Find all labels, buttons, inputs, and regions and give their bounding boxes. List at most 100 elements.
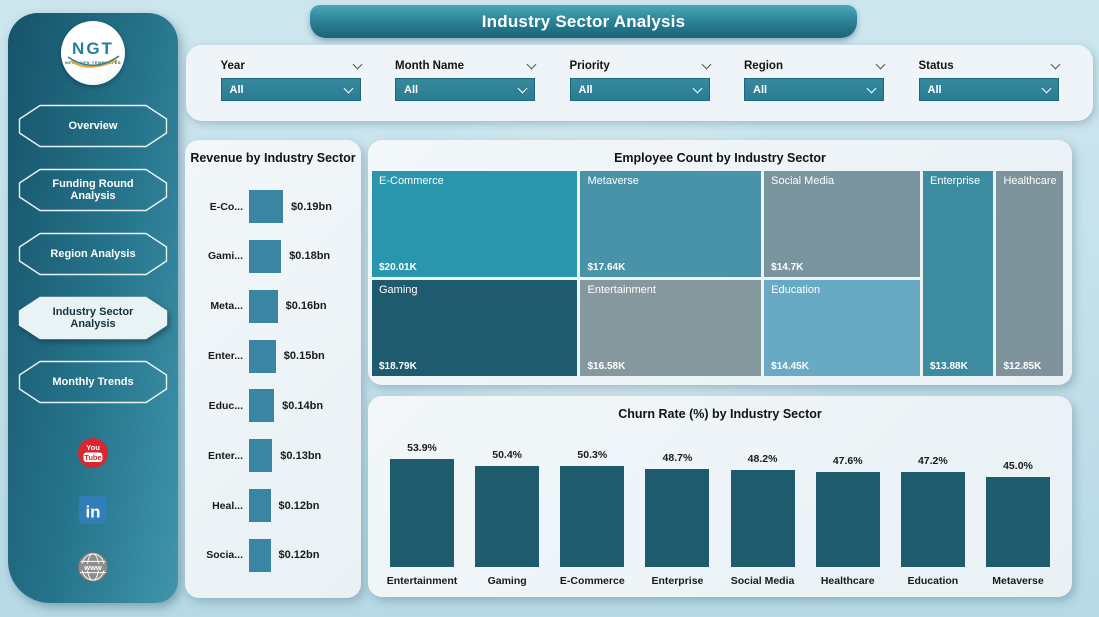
revenue-chart: E-Co... $0.19bn Gami... $0.18bn Meta... $0.16… xyxy=(195,190,355,572)
filter-year-dropdown[interactable]: All xyxy=(220,78,361,101)
treemap-cell-label: Entertainment xyxy=(587,283,656,296)
churn-bar-metaverse[interactable] xyxy=(985,476,1050,567)
revenue-value-label: $0.16bn xyxy=(285,300,327,313)
sidebar-item-industry-sector-analysis[interactable]: Industry Sector Analysis xyxy=(18,296,168,340)
treemap-cell-value: $14.45K xyxy=(771,360,809,372)
revenue-category-label: Enter... xyxy=(207,350,243,363)
treemap-title: Employee Count by Industry Sector xyxy=(614,151,826,165)
revenue-bar-educ[interactable] xyxy=(249,389,275,423)
revenue-row: Meta... $0.16bn xyxy=(195,289,355,323)
chevron-down-icon xyxy=(1041,83,1051,93)
filter-label-row: Month Name xyxy=(395,59,537,72)
sidebar-item-region-analysis[interactable]: Region Analysis xyxy=(18,232,168,276)
churn-chart: 53.9% Entertainment 50.4% Gaming 50.3% E-Comm… xyxy=(387,430,1050,589)
filter-month-name-dropdown[interactable]: All xyxy=(395,78,535,101)
treemap-cell-social-media[interactable]: Social Media $14.7K xyxy=(764,171,920,277)
treemap-cell-enterprise[interactable]: Enterprise $13.88K xyxy=(923,171,994,376)
churn-chart-title: Churn Rate (%) by Industry Sector xyxy=(618,407,822,421)
treemap-cell-label: Healthcare xyxy=(1003,175,1057,187)
filter-bar: Year All Month Name All Priority All Region All… xyxy=(186,45,1093,121)
filter-label: Year xyxy=(220,60,245,72)
filter-region-dropdown[interactable]: All xyxy=(744,78,884,101)
chevron-down-icon xyxy=(692,83,702,93)
filter-priority-dropdown[interactable]: All xyxy=(569,78,710,101)
churn-column: 50.4% Gaming xyxy=(475,449,540,589)
churn-bar-e-commerce[interactable] xyxy=(560,466,625,567)
website-icon[interactable]: www xyxy=(77,551,109,583)
page-title-banner: Industry Sector Analysis xyxy=(310,5,857,38)
filter-status: Status All xyxy=(918,59,1060,101)
filter-status-dropdown[interactable]: All xyxy=(918,78,1059,101)
filter-label-row: Status xyxy=(918,59,1060,72)
revenue-category-label: Heal... xyxy=(212,499,243,512)
chevron-down-icon xyxy=(866,83,877,93)
revenue-bar-enter[interactable] xyxy=(249,339,276,373)
churn-value-label: 48.7% xyxy=(662,452,693,465)
sidebar-item-label: Industry Sector Analysis xyxy=(52,306,134,330)
treemap-cell-label: Education xyxy=(771,283,821,296)
treemap-cell-value: $16.58K xyxy=(587,360,626,372)
filter-label: Status xyxy=(918,60,954,72)
filter-label: Priority xyxy=(569,60,610,72)
treemap-cell-metaverse[interactable]: Metaverse $17.64K xyxy=(580,171,762,277)
treemap-cell-healthcare[interactable]: Healthcare $12.85K xyxy=(996,171,1063,376)
churn-column: 53.9% Entertainment xyxy=(387,442,458,589)
octagon-shape xyxy=(18,232,168,276)
revenue-bar-heal[interactable] xyxy=(249,489,271,523)
filter-label-row: Priority xyxy=(569,59,711,72)
sidebar-item-label: Monthly Trends xyxy=(52,376,134,388)
filter-month-name: Month Name All xyxy=(395,59,537,101)
chevron-down-icon[interactable] xyxy=(526,59,537,70)
revenue-category-label: Enter... xyxy=(207,449,243,462)
filter-label: Month Name xyxy=(395,60,464,72)
revenue-bar-meta[interactable] xyxy=(249,289,278,323)
churn-bar-education[interactable] xyxy=(900,472,965,567)
treemap-cell-entertainment[interactable]: Entertainment $16.58K xyxy=(580,279,762,376)
sidebar-item-monthly-trends[interactable]: Monthly Trends xyxy=(18,360,168,404)
revenue-bar-enter[interactable] xyxy=(249,439,273,473)
youtube-icon[interactable]: You Tube xyxy=(77,437,109,469)
linkedin-icon[interactable]: in xyxy=(77,494,109,526)
treemap-cell-value: $13.88K xyxy=(930,360,968,372)
sidebar-item-funding-round-analysis[interactable]: Funding Round Analysis xyxy=(18,168,168,212)
churn-bar-healthcare[interactable] xyxy=(815,471,880,567)
churn-category-label: Entertainment xyxy=(386,575,458,587)
revenue-value-label: $0.12bn xyxy=(278,499,320,512)
churn-column: 48.7% Enterprise xyxy=(645,452,710,589)
chevron-down-icon[interactable] xyxy=(352,59,362,70)
revenue-category-label: Socia... xyxy=(206,549,243,562)
chevron-down-icon[interactable] xyxy=(701,59,711,70)
revenue-bar-socia[interactable] xyxy=(249,538,271,572)
churn-bar-enterprise[interactable] xyxy=(645,469,710,567)
filter-priority: Priority All xyxy=(569,59,711,101)
churn-column: 50.3% E-Commerce xyxy=(560,449,625,589)
treemap-cell-gaming[interactable]: Gaming $18.79K xyxy=(372,279,578,376)
octagon-shape xyxy=(18,360,168,404)
sidebar-item-overview[interactable]: Overview xyxy=(18,104,168,148)
revenue-chart-panel: Revenue by Industry Sector E-Co... $0.19b… xyxy=(185,140,361,598)
churn-bar-entertainment[interactable] xyxy=(390,459,454,567)
revenue-value-label: $0.18bn xyxy=(289,250,331,263)
revenue-bar-e-co[interactable] xyxy=(249,190,283,223)
churn-value-label: 45.0% xyxy=(1003,459,1033,472)
revenue-value-label: $0.15bn xyxy=(283,350,325,363)
revenue-row: E-Co... $0.19bn xyxy=(195,190,355,223)
chevron-down-icon[interactable] xyxy=(875,59,886,70)
revenue-row: Enter... $0.15bn xyxy=(195,339,355,373)
treemap-cell-value: $18.79K xyxy=(379,360,417,372)
treemap-cell-e-commerce[interactable]: E-Commerce $20.01K xyxy=(372,171,578,277)
revenue-row: Socia... $0.12bn xyxy=(195,538,355,572)
treemap-cell-education[interactable]: Education $14.45K xyxy=(764,279,920,376)
revenue-row: Gami... $0.18bn xyxy=(195,239,355,273)
churn-bar-social-media[interactable] xyxy=(730,470,795,567)
treemap-cell-value: $14.7K xyxy=(771,261,804,273)
treemap-cell-label: E-Commerce xyxy=(379,175,444,187)
churn-bar-gaming[interactable] xyxy=(475,466,540,567)
chevron-down-icon[interactable] xyxy=(1050,59,1060,70)
logo: NGT NEXT GEN TEMPLATES xyxy=(61,21,125,85)
revenue-bar-gami[interactable] xyxy=(249,239,282,273)
churn-category-label: Healthcare xyxy=(820,575,875,587)
logo-swoosh-icon xyxy=(67,55,120,68)
churn-value-label: 48.2% xyxy=(747,453,778,466)
